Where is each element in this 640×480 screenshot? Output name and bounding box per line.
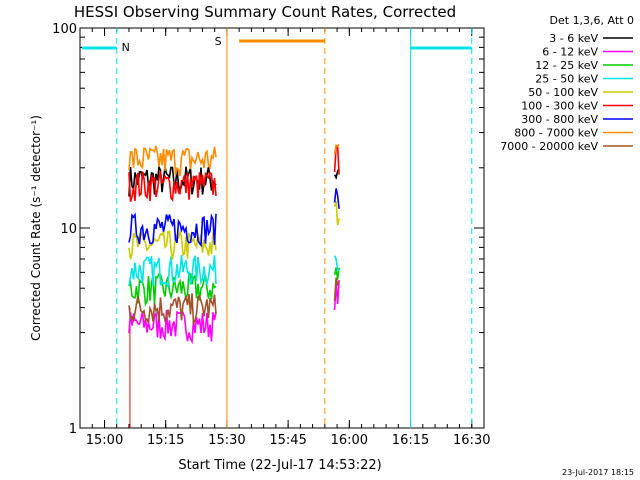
legend-label: 100 - 300 keV <box>521 100 598 113</box>
x-tick-label: 15:45 <box>269 433 306 448</box>
series-1 <box>128 279 340 345</box>
chart-title: HESSI Observing Summary Count Rates, Cor… <box>74 3 456 21</box>
series-line <box>128 145 217 177</box>
series-3 <box>128 255 340 290</box>
series-line <box>128 229 217 260</box>
plot-area: 1 10 100 15:00 15:15 15:30 15:45 16:00 16:15 16:3… <box>52 22 490 448</box>
y-tick-label: 100 <box>52 22 77 37</box>
x-axis-label: Start Time (22-Jul-17 14:53:22) <box>178 458 381 473</box>
series-line <box>128 309 217 345</box>
series-2 <box>128 267 340 307</box>
series-line <box>333 200 340 226</box>
saa-marker-label: S <box>215 35 222 48</box>
series-8 <box>128 277 340 326</box>
y-tick-label: 10 <box>60 222 77 237</box>
footer-timestamp: 23-Jul-2017 18:15 <box>562 468 634 477</box>
series-line <box>333 267 340 280</box>
x-tick-label: 15:30 <box>208 433 245 448</box>
series-line <box>333 255 340 271</box>
legend-title: Det 1,3,6, Att 0 <box>550 14 634 27</box>
x-tick-label: 15:00 <box>86 433 123 448</box>
night-marker-label: N <box>122 41 130 54</box>
legend-label: 12 - 25 keV <box>535 59 598 72</box>
legend-label: 7000 - 20000 keV <box>500 140 598 153</box>
legend-label: 25 - 50 keV <box>535 73 598 86</box>
x-tick-label: 16:15 <box>392 433 429 448</box>
series-4 <box>128 200 340 260</box>
y-tick-label: 1 <box>69 422 77 437</box>
legend-label: 800 - 7000 keV <box>514 127 598 140</box>
y-axis-label: Corrected Count Rate (s⁻¹ detector⁻¹) <box>29 115 43 341</box>
series-6 <box>128 188 340 248</box>
series-line <box>128 293 217 326</box>
series-line <box>128 272 217 307</box>
series-line <box>333 277 340 302</box>
series-line <box>333 143 340 155</box>
x-tick-label: 16:30 <box>453 433 490 448</box>
legend-label: 6 - 12 keV <box>542 46 598 59</box>
series-line <box>128 171 217 203</box>
series-7 <box>128 143 340 177</box>
series-line <box>128 255 217 290</box>
x-tick-label: 15:15 <box>147 433 184 448</box>
series-line <box>128 212 217 248</box>
x-tick-label: 16:00 <box>331 433 368 448</box>
legend-label: 300 - 800 keV <box>521 113 598 126</box>
legend-label: 50 - 100 keV <box>528 86 598 99</box>
legend-label: 3 - 6 keV <box>549 32 598 45</box>
series-line <box>333 188 340 209</box>
